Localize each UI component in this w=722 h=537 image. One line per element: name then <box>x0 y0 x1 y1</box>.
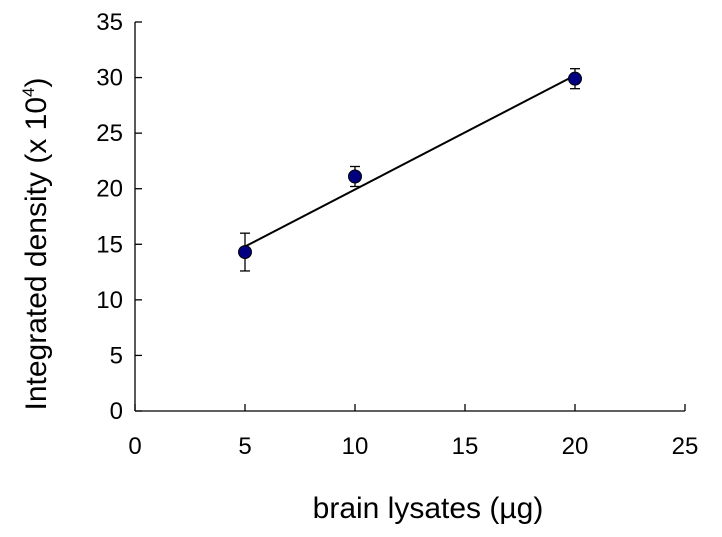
x-axis-label: brain lysates (µg) <box>313 492 544 525</box>
data-point <box>568 71 582 86</box>
x-tick-label: 0 <box>128 433 141 460</box>
y-tick-label: 20 <box>96 176 123 203</box>
y-tick-label: 10 <box>96 287 123 314</box>
x-tick-label: 25 <box>672 433 699 460</box>
y-axis-label-suffix: ) <box>20 78 53 88</box>
x-tick-label: 5 <box>238 433 251 460</box>
y-tick-label: 5 <box>110 342 123 369</box>
y-tick-label: 0 <box>110 398 123 425</box>
axes: 0 5 10 15 20 25 30 35 0 5 10 15 20 25 <box>96 9 698 460</box>
data-point <box>348 169 362 184</box>
trendline-layer <box>244 74 576 248</box>
data-point <box>238 245 252 260</box>
y-axis-label-prefix: Integrated density (x 10 <box>20 97 53 411</box>
y-tick-label: 35 <box>96 9 123 36</box>
y-tick-label: 25 <box>96 120 123 147</box>
y-axis-label: Integrated density (x 104) <box>19 78 53 411</box>
y-axis-label-exponent: 4 <box>19 88 38 97</box>
data-points <box>238 68 582 272</box>
y-tick-label: 30 <box>96 65 123 92</box>
y-tick-label: 15 <box>96 231 123 258</box>
x-tick-label: 10 <box>342 433 369 460</box>
x-tick-label: 20 <box>562 433 589 460</box>
trend-line <box>244 74 576 248</box>
x-tick-label: 15 <box>452 433 479 460</box>
